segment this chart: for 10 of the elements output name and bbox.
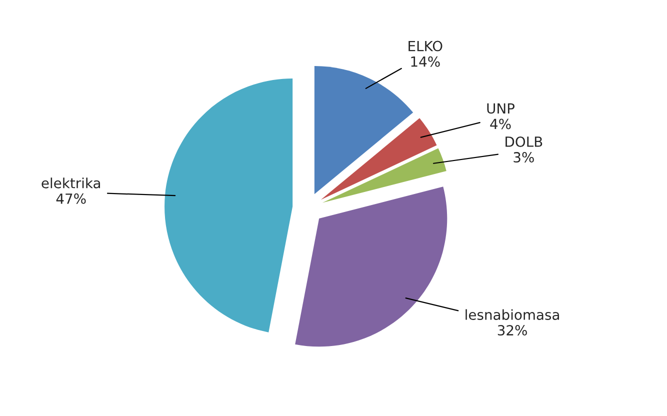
slice-label: DOLB (506, 136, 542, 147)
data-label: 47% (56, 193, 86, 204)
data-label: 32% (498, 325, 527, 336)
slice-label: lesnabiomasa (466, 309, 559, 320)
slice-label: elektrika (42, 178, 100, 188)
data-label: 14% (411, 56, 440, 67)
slice-label: UNP (487, 103, 514, 114)
data-label: 3% (514, 152, 534, 163)
data-label: 4% (490, 118, 511, 130)
slice-label: ELKO (408, 40, 442, 52)
